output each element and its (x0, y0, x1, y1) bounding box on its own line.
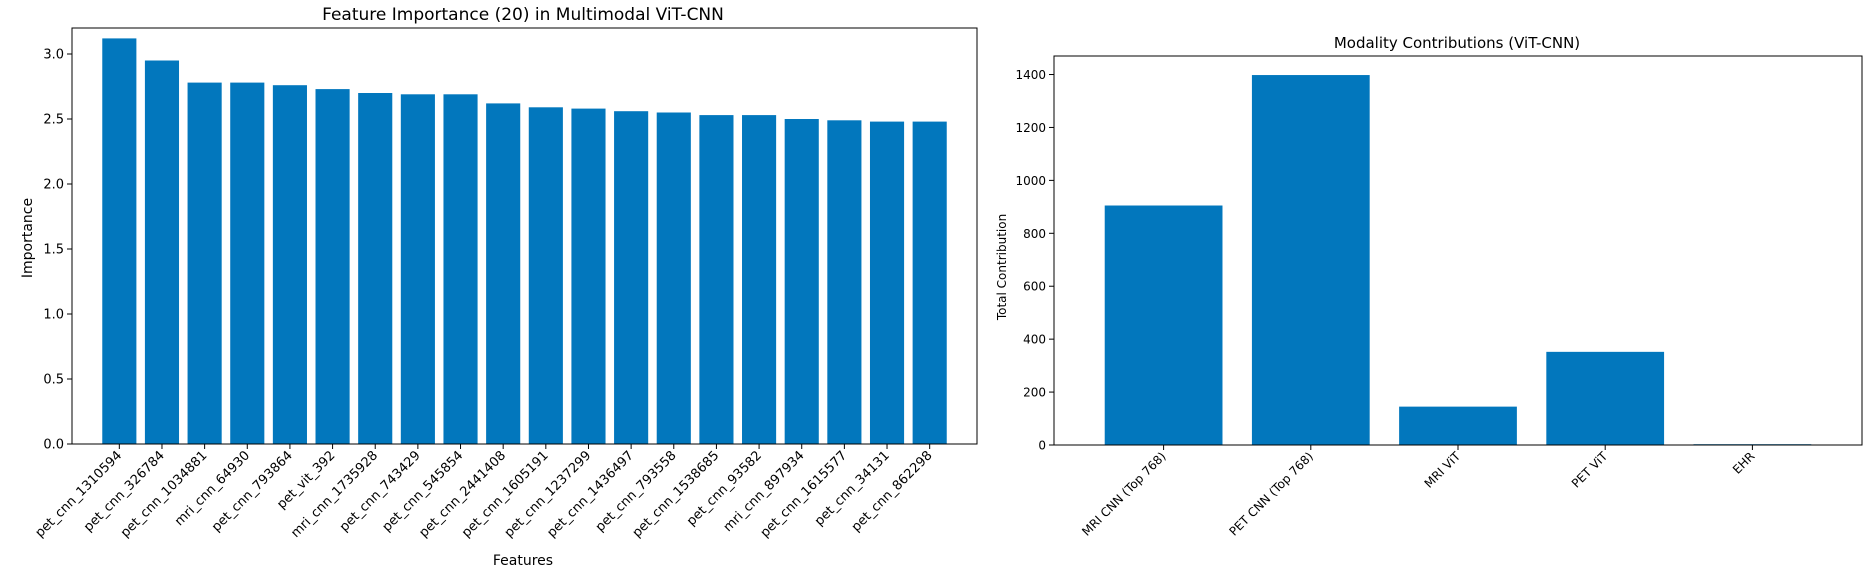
c2-xtick-label: EHR (1730, 449, 1758, 477)
c1-bar (272, 85, 307, 444)
c2-ytick-label: 1400 (1015, 68, 1046, 82)
c2-xtick-label: MRI CNN (Top 768) (1079, 449, 1168, 538)
c1-bar (358, 93, 393, 444)
c1-ytick-label: 1.0 (43, 308, 64, 323)
c1-bar (869, 121, 905, 444)
c2-xtick-label: PET ViT (1569, 449, 1611, 491)
c2-bar (1399, 406, 1517, 445)
c1-bar (827, 120, 862, 445)
feature-importance-chart: Feature Importance (20) in Multimodal Vi… (20, 5, 978, 569)
c1-xtick-label: pet_cnn_862298 (849, 448, 936, 535)
c2-xtick-label: PET CNN (Top 768) (1227, 449, 1316, 538)
c1-bar (486, 103, 521, 445)
c1-bar (571, 108, 606, 444)
c2-bar (1251, 75, 1370, 446)
c1-bar (656, 112, 691, 444)
c1-bar (699, 115, 734, 444)
c1-ytick-label: 2.5 (43, 113, 64, 128)
c1-ytick-label: 3.0 (43, 48, 64, 63)
chart2-title: Modality Contributions (ViT-CNN) (1334, 34, 1580, 52)
c2-ytick-label: 400 (1023, 333, 1046, 347)
c2-bar (1104, 205, 1223, 445)
c1-xtick-label: pet_cnn_545854 (380, 448, 467, 535)
c1-ytick-label: 0.0 (43, 438, 64, 453)
c1-bar (912, 121, 947, 444)
c2-ytick-label: 800 (1023, 227, 1046, 241)
c1-xtick-label: pet_cnn_793558 (593, 448, 680, 535)
chart2-plot-frame (1053, 55, 1863, 446)
c1-bar (528, 107, 563, 445)
chart1-xlabel: Features (493, 553, 553, 569)
c2-ytick-label: 200 (1023, 386, 1046, 400)
c2-ytick-label: 1200 (1015, 121, 1046, 135)
c1-xtick-label: pet_cnn_743429 (337, 448, 424, 535)
c1-bar (187, 82, 222, 444)
c1-xtick-label: pet_cnn_793864 (209, 448, 296, 535)
chart1-ylabel: Importance (20, 198, 36, 278)
c1-bar (315, 89, 350, 444)
c1-bar (102, 38, 137, 445)
c1-bar (230, 82, 265, 444)
c1-bar (400, 94, 435, 445)
c1-xtick-label: pet_cnn_93582 (684, 448, 765, 529)
c2-ytick-label: 1000 (1015, 174, 1046, 188)
c1-xtick-label: pet_cnn_34131 (812, 448, 893, 529)
c1-ytick-label: 2.0 (43, 178, 64, 193)
c2-ytick-label: 600 (1023, 280, 1046, 294)
c2-xtick-label: MRI ViT (1422, 449, 1464, 491)
c1-bar (614, 111, 649, 444)
c1-bar (144, 60, 180, 444)
chart1-title: Feature Importance (20) in Multimodal Vi… (322, 5, 724, 25)
c2-ytick-label: 0 (1038, 439, 1046, 453)
chart2-ylabel: Total Contribution (995, 214, 1009, 321)
c1-xtick-label: mri_cnn_64930 (172, 448, 253, 529)
c1-bar (443, 94, 478, 445)
c1-ytick-label: 1.5 (43, 243, 64, 258)
c1-bar (784, 119, 819, 444)
c2-bar (1546, 351, 1665, 445)
c1-xtick-label: pet_cnn_326784 (81, 448, 168, 535)
modality-contributions-chart: Modality Contributions (ViT-CNN) Total C… (995, 34, 1863, 539)
c1-bar (742, 115, 777, 444)
c1-xtick-label: mri_cnn_897934 (721, 448, 808, 535)
c1-ytick-label: 0.5 (43, 373, 64, 388)
chart1-plot-frame (71, 27, 978, 445)
